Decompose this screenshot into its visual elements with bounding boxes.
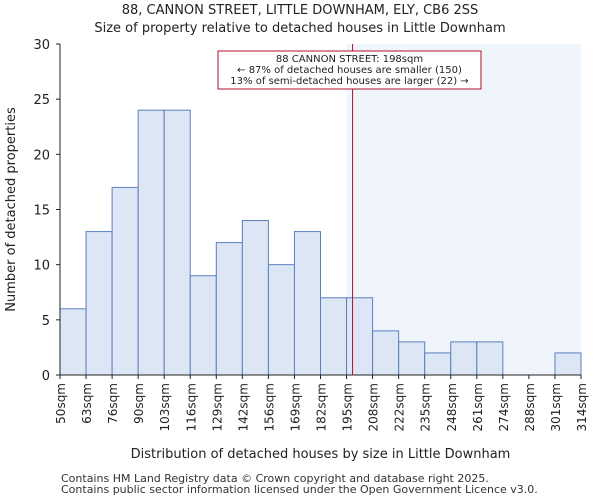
y-tick-label: 20	[33, 148, 50, 163]
y-tick-label: 25	[33, 93, 50, 108]
histogram-bar	[554, 352, 582, 376]
chart-title-address: 88, CANNON STREET, LITTLE DOWNHAM, ELY, …	[121, 3, 479, 18]
footer-copyright: Contains HM Land Registry data © Crown c…	[61, 472, 489, 485]
x-tick-label: 195sqm	[341, 383, 355, 431]
x-tick-label: 248sqm	[445, 383, 459, 431]
histogram-bar	[398, 341, 426, 376]
x-tick-label: 222sqm	[393, 383, 407, 431]
y-tick-label: 5	[42, 314, 50, 329]
footer-licence: Contains public sector information licen…	[61, 483, 538, 496]
annotation-text: ← 87% of detached houses are smaller (15…	[237, 65, 462, 76]
histogram-bar	[424, 352, 452, 376]
annotation-text: 88 CANNON STREET: 198sqm	[276, 54, 423, 65]
x-axis-title: Distribution of detached houses by size …	[131, 447, 511, 462]
x-tick-label: 261sqm	[471, 383, 485, 431]
x-tick-label: 50sqm	[54, 383, 68, 424]
y-tick-label: 15	[33, 204, 50, 219]
histogram-bar	[163, 109, 191, 376]
x-tick-label: 90sqm	[132, 383, 146, 424]
x-tick-label: 116sqm	[184, 383, 198, 431]
histogram-bar	[293, 231, 322, 376]
highlight-region	[346, 44, 581, 375]
histogram-chart: 0 5 10 15 20 25 30 50sqm 63sqm 76sqm 90sqm 103sqm 11…	[4, 38, 589, 462]
histogram-bar	[346, 297, 374, 376]
y-tick-label: 10	[33, 259, 50, 274]
histogram-bar	[85, 231, 113, 376]
x-tick-label: 301sqm	[549, 383, 563, 431]
x-tick-label: 314sqm	[575, 383, 589, 431]
annotation-text: 13% of semi-detached houses are larger (…	[230, 76, 468, 87]
y-axis-title: Number of detached properties	[4, 107, 19, 312]
histogram-bar	[189, 275, 217, 376]
x-tick-label: 142sqm	[236, 383, 250, 431]
x-tick-label: 169sqm	[288, 383, 302, 431]
x-tick-label: 235sqm	[419, 383, 433, 431]
x-tick-label: 103sqm	[158, 383, 172, 431]
x-tick-label: 156sqm	[262, 383, 276, 431]
histogram-bar	[241, 220, 269, 376]
x-tick-label: 63sqm	[80, 383, 94, 424]
histogram-bar	[476, 341, 504, 376]
x-tick-label: 208sqm	[367, 383, 381, 431]
histogram-bar	[59, 308, 87, 376]
y-tick-label: 0	[42, 369, 50, 384]
x-tick-label: 274sqm	[497, 383, 511, 431]
histogram-bar	[137, 109, 165, 376]
x-tick-label: 76sqm	[106, 383, 120, 424]
chart-title: Size of property relative to detached ho…	[94, 21, 506, 36]
annotation-box	[217, 50, 482, 90]
histogram-bar	[215, 242, 243, 376]
histogram-bar	[450, 341, 478, 376]
histogram-bar	[372, 330, 400, 376]
histogram-bar	[111, 186, 139, 376]
y-tick-label: 30	[33, 38, 50, 53]
histogram-bar	[320, 297, 348, 376]
histogram-bar	[267, 264, 295, 376]
x-tick-label: 288sqm	[523, 383, 537, 431]
x-tick-label: 129sqm	[210, 383, 224, 431]
x-tick-label: 182sqm	[315, 383, 329, 431]
